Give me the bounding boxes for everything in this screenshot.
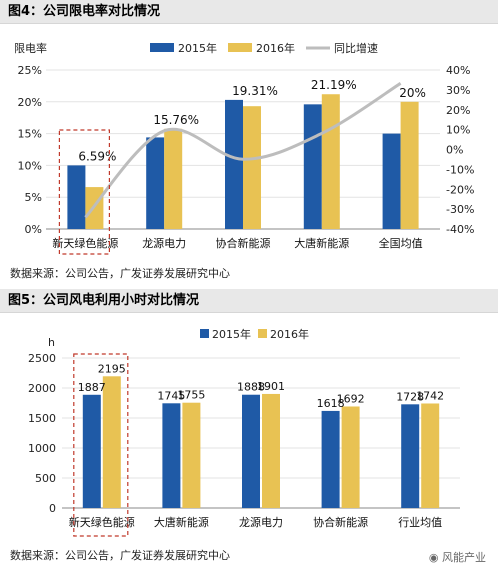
highlight-box [73, 353, 129, 537]
bar-2016 [321, 94, 340, 229]
y2-tick-label: 40% [446, 64, 470, 77]
legend-swatch-2016 [258, 329, 267, 338]
x-tick-label: 新天绿色能源 [52, 236, 118, 250]
y-tick-label: 500 [35, 472, 56, 485]
y2-tick-label: 30% [446, 84, 470, 97]
data-label-2015: 1728 [396, 390, 424, 403]
x-tick-label: 龙源电力 [142, 236, 186, 250]
y-tick-label: 10% [18, 159, 42, 172]
y-tick-label: 0 [49, 502, 56, 515]
y-tick-label: 1500 [28, 412, 56, 425]
figure1-title: 图4：公司限电率对比情况 [0, 0, 498, 24]
watermark-text: 风能产业 [442, 551, 486, 564]
utilization-hours-chart: h0500100015002000250018872195新天绿色能源17451… [28, 327, 460, 537]
y2-tick-label: -30% [446, 203, 474, 216]
legend-label-2016: 2016年 [256, 41, 295, 55]
y-tick-label: 2500 [28, 352, 56, 365]
bar-2016 [341, 406, 360, 508]
y-tick-label: 2000 [28, 382, 56, 395]
x-tick-label: 大唐新能源 [154, 515, 209, 529]
bar-2016 [164, 128, 183, 229]
x-tick-label: 协合新能源 [313, 515, 368, 529]
data-label: 19.31% [232, 84, 278, 98]
watermark: ◉ 风能产业 [429, 549, 486, 565]
y-axis-label: 限电率 [14, 41, 47, 55]
bar-2015 [321, 410, 340, 508]
data-label: 21.19% [311, 78, 357, 92]
bar-2015 [67, 165, 86, 229]
legend-swatch-2016 [228, 43, 252, 52]
data-label-2016: 2195 [98, 362, 126, 375]
bar-2016 [102, 376, 121, 508]
legend-swatch-2015 [150, 43, 174, 52]
highlight-box [58, 129, 111, 255]
y-tick-label: 0% [25, 223, 42, 236]
y2-tick-label: -40% [446, 223, 474, 236]
data-label: 20% [399, 86, 426, 100]
x-tick-label: 全国均值 [379, 236, 423, 250]
data-label: 6.59% [78, 149, 116, 163]
y2-tick-label: 10% [446, 124, 470, 137]
wechat-icon: ◉ [428, 551, 439, 564]
legend-label-2015: 2015年 [212, 327, 251, 341]
bar-2015 [303, 104, 322, 229]
data-label-2015: 1745 [157, 389, 185, 402]
legend-label-2015: 2015年 [178, 41, 217, 55]
bar-2016 [400, 101, 419, 229]
bar-2015 [225, 99, 243, 229]
bar-2015 [82, 394, 101, 508]
bar-2015 [401, 404, 420, 508]
bar-2016 [182, 402, 201, 508]
legend-swatch-2015 [200, 329, 209, 338]
figure2-title: 图5：公司风电利用小时对比情况 [0, 289, 498, 313]
x-tick-label: 龙源电力 [239, 515, 283, 529]
y2-tick-label: -20% [446, 183, 474, 196]
bar-2015 [162, 403, 181, 508]
y2-tick-label: 0% [446, 144, 463, 157]
bar-2016 [243, 106, 261, 229]
legend-label-growth: 同比增速 [334, 41, 378, 55]
y-tick-label: 5% [25, 191, 42, 204]
x-tick-label: 大唐新能源 [294, 236, 349, 250]
x-tick-label: 协合新能源 [216, 236, 271, 250]
legend-label-2016: 2016年 [270, 327, 309, 341]
data-label-2015: 1618 [317, 397, 345, 410]
data-label-2016: 1692 [337, 392, 365, 405]
bar-2016 [421, 403, 440, 508]
y-axis-label: h [48, 336, 55, 349]
data-label-2015: 1888 [237, 381, 265, 394]
growth-rate-line [84, 82, 402, 219]
figure1-source: 数据来源：公司公告，广发证券发展研究中心 [10, 267, 230, 280]
data-label: 15.76% [153, 113, 199, 127]
figure2-source: 数据来源：公司公告，广发证券发展研究中心 [10, 549, 230, 562]
x-tick-label: 新天绿色能源 [69, 515, 135, 529]
data-label-2015: 1887 [78, 381, 106, 394]
data-label-2016: 1755 [177, 389, 205, 402]
data-label-2016: 1742 [416, 389, 444, 402]
curtailment-rate-chart: 限电率 0% 5% 10% 15% 20% 25% -40% -30% -20% -10% 0% 10%… [14, 41, 474, 255]
y-tick-label: 20% [18, 96, 42, 109]
x-tick-label: 行业均值 [398, 516, 442, 529]
data-label-2016: 1901 [257, 380, 285, 393]
bar-2016 [262, 393, 280, 508]
bar-2015 [146, 137, 165, 229]
bar-2015 [242, 394, 260, 508]
y2-tick-label: 20% [446, 104, 470, 117]
y2-tick-label: -10% [446, 163, 474, 176]
y-tick-label: 1000 [28, 442, 56, 455]
bar-2015 [382, 133, 401, 229]
y-tick-label: 15% [18, 128, 42, 141]
y-tick-label: 25% [18, 64, 42, 77]
